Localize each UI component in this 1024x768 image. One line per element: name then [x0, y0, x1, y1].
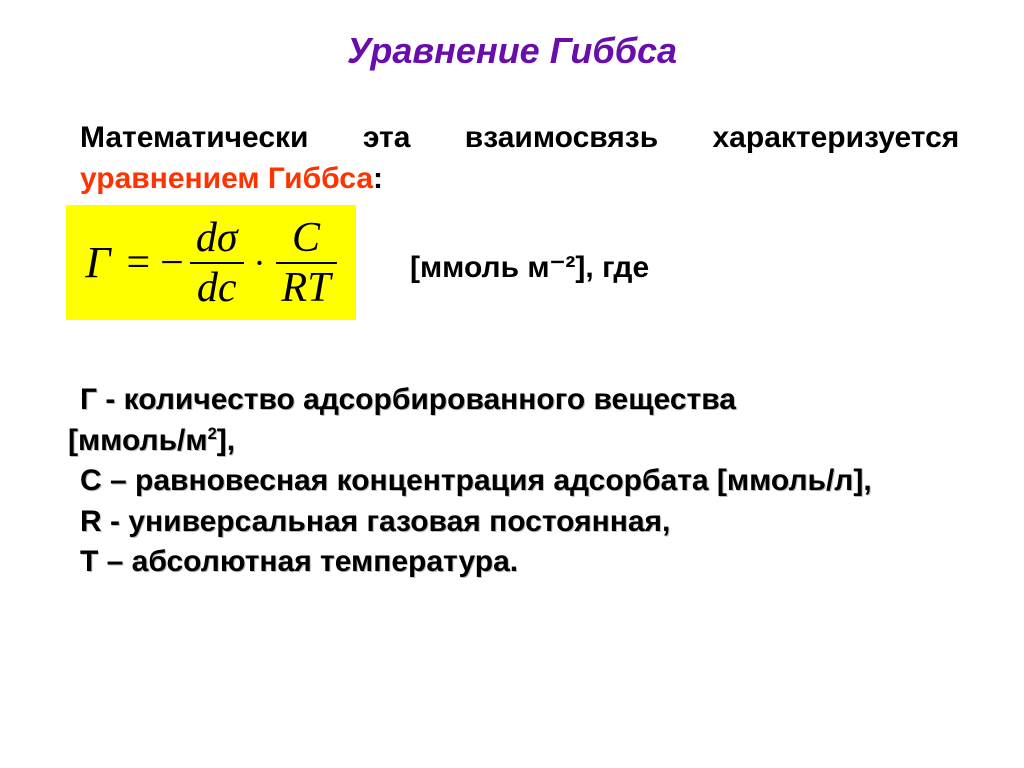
intro-highlight: уравнением Гиббса	[80, 162, 373, 195]
slide-title: Уравнение Гиббса	[0, 30, 1024, 72]
def-gamma-line1: Г - количество адсорбированного вещества	[80, 380, 984, 421]
fraction-2-num: C	[286, 217, 326, 259]
def-gamma-unit-post: ],	[217, 424, 235, 457]
def-t: Т – абсолютная температура.	[80, 542, 984, 583]
def-c: С – равновесная концентрация адсорбата […	[80, 461, 984, 502]
symbol-dot: ·	[254, 242, 266, 284]
intro-paragraph: Математически эта взаимосвязь характериз…	[80, 118, 1004, 199]
fraction-2-bar	[276, 262, 337, 264]
intro-word-3: взаимосвязь	[465, 121, 658, 154]
formula-inner: Г = − dσ dc · C RT	[85, 217, 336, 309]
intro-word-4: характеризуется	[713, 121, 960, 154]
intro-word-1: Математически	[80, 121, 309, 154]
def-r: R - универсальная газовая постоянная,	[80, 502, 984, 543]
definitions-block: Г - количество адсорбированного вещества…	[68, 380, 984, 583]
fraction-2-den: RT	[276, 267, 337, 309]
gibbs-formula: Г = − dσ dc · C RT	[66, 205, 356, 320]
fraction-1: dσ dc	[190, 217, 244, 309]
intro-colon: :	[373, 162, 383, 195]
slide: Уравнение Гиббса Математически эта взаим…	[0, 0, 1024, 768]
def-gamma-unit-sup: 2	[208, 425, 217, 443]
def-gamma-line2: [ммоль/м2],	[68, 421, 984, 462]
symbol-equals: =	[126, 239, 150, 287]
symbol-minus: −	[160, 239, 184, 287]
fraction-1-den: dc	[191, 267, 243, 309]
intro-word-2: эта	[363, 121, 411, 154]
fraction-2: C RT	[276, 217, 337, 309]
fraction-1-num: dσ	[190, 217, 244, 259]
def-gamma-unit-pre: [ммоль/м	[68, 424, 208, 457]
symbol-gamma: Г	[85, 237, 110, 288]
units-label: [ммоль м⁻²], где	[410, 250, 649, 285]
fraction-1-bar	[190, 262, 244, 264]
